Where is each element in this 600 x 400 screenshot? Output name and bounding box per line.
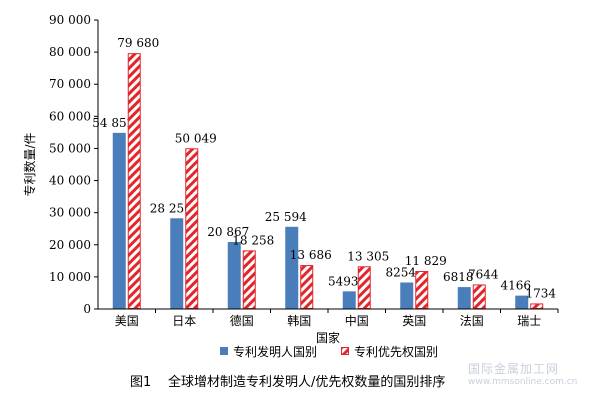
data-label: 1734: [525, 286, 556, 300]
y-tick-label: 30 000: [49, 206, 91, 220]
y-tick-label: 90 000: [49, 13, 91, 27]
data-label: 25 594: [265, 210, 307, 224]
data-label: 79 680: [117, 36, 159, 50]
y-tick-label: 50 000: [49, 141, 91, 155]
legend-swatch-priority: [341, 347, 349, 355]
data-label: 5493: [328, 274, 359, 288]
data-label: 13 305: [347, 249, 389, 263]
legend: 专利发明人国别 专利优先权国别: [220, 344, 438, 359]
y-tick-label: 10 000: [49, 270, 91, 284]
bar-priority-3: [300, 265, 314, 309]
y-tick-label: 60 000: [49, 109, 91, 123]
bar-priority-6: [472, 284, 486, 309]
legend-label-priority: 专利优先权国别: [354, 344, 438, 359]
bar-inventor-7: [515, 295, 529, 309]
bar-inventor-2: [227, 241, 241, 309]
bar-inventor-5: [400, 282, 414, 309]
figure-number: 图1: [130, 375, 152, 390]
x-tick-label: 美国: [115, 314, 139, 328]
bar-inventor-4: [342, 291, 356, 309]
x-tick-label: 日本: [172, 314, 196, 328]
watermark-title: 国际金属加工网: [468, 362, 560, 376]
x-axis-label: 国家: [316, 330, 340, 345]
x-tick-label: 德国: [230, 313, 254, 328]
bar-chart: 0 10 000 20 000 30 000 40 000 50 000 60 000 70 …: [22, 13, 559, 359]
y-tick-label: 0: [83, 302, 91, 316]
bar-priority-2: [242, 250, 256, 310]
bar-priority-4: [357, 266, 371, 309]
data-label: 7644: [468, 267, 499, 281]
legend-swatch-inventor: [220, 347, 228, 355]
y-axis-label: 专利数量/件: [22, 132, 37, 196]
data-label: 50 049: [175, 131, 217, 145]
y-axis-ticks: 0 10 000 20 000 30 000 40 000 50 000 60 000 70 …: [49, 13, 98, 316]
data-label: 6818: [443, 270, 474, 284]
legend-label-inventor: 专利发明人国别: [233, 344, 317, 359]
bar-priority-0: [127, 53, 141, 309]
y-tick-label: 80 000: [49, 45, 91, 59]
bar-priority-7: [530, 303, 544, 310]
x-tick-label: 韩国: [287, 313, 311, 328]
data-label: 8254: [385, 265, 416, 279]
watermark-url: www.mmsonline.com.cn: [468, 377, 578, 387]
data-label: 20 867: [207, 225, 249, 239]
data-label: 18 258: [232, 233, 274, 247]
bar-priority-5: [415, 271, 429, 310]
x-axis-ticks: 美国 日本 德国 韩国 中国 英国 法国 瑞士: [115, 309, 559, 328]
data-label: 13 686: [290, 248, 332, 262]
bar-inventor-1: [170, 218, 184, 309]
data-label: 4166: [500, 279, 531, 293]
data-label: 54 852: [92, 116, 134, 130]
x-tick-label: 中国: [345, 313, 369, 328]
y-tick-label: 40 000: [49, 174, 91, 188]
figure-caption-text: 全球增材制造专利发明人/优先权数量的国别排序: [168, 375, 446, 390]
x-tick-label: 英国: [402, 314, 426, 328]
x-tick-label: 瑞士: [517, 314, 541, 328]
bar-inventor-6: [457, 287, 471, 309]
y-tick-label: 70 000: [49, 77, 91, 91]
bar-inventor-0: [112, 132, 126, 309]
watermark: 国际金属加工网 www.mmsonline.com.cn: [468, 360, 598, 387]
bar-inventor-3: [285, 226, 299, 309]
x-tick-label: 法国: [460, 314, 484, 328]
y-tick-label: 20 000: [49, 238, 91, 252]
bar-priority-1: [185, 148, 199, 309]
data-label: 28 250: [150, 201, 192, 215]
data-label: 11 829: [405, 254, 447, 268]
